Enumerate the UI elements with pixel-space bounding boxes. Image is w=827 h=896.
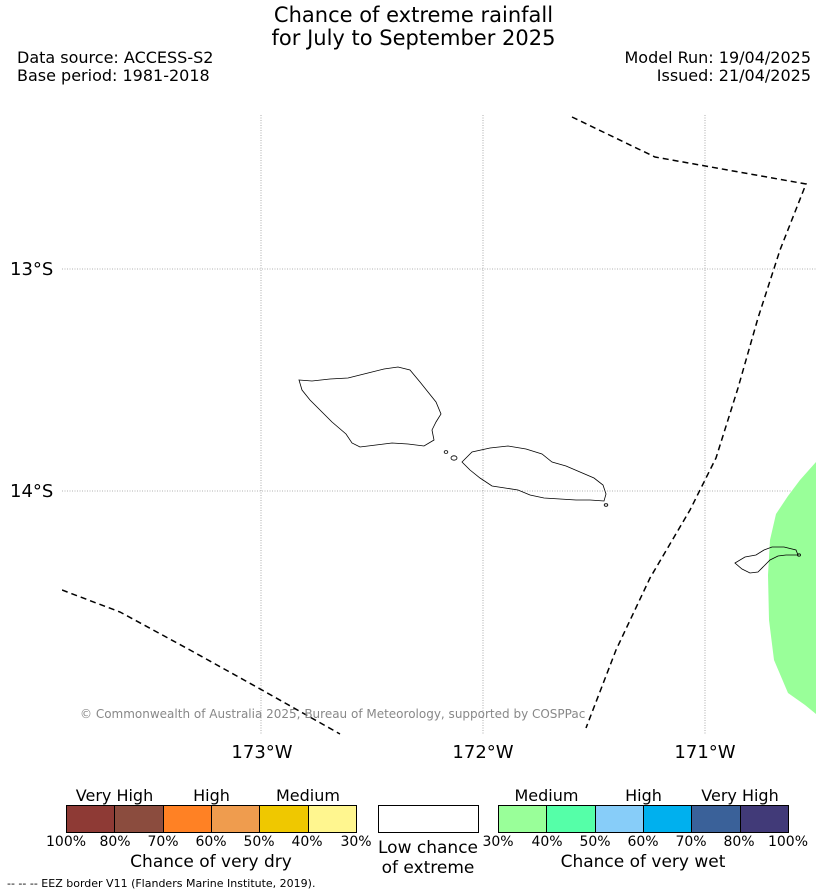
eez-border bbox=[571, 116, 808, 729]
nuutele-islet bbox=[603, 503, 609, 507]
base-period: Base period: 1981-2018 bbox=[17, 66, 210, 85]
manono-islet bbox=[450, 455, 458, 461]
eez-border-note: -- -- -- EEZ border V11 (Flanders Marine… bbox=[7, 877, 316, 890]
wet-caption: Chance of very wet bbox=[560, 852, 726, 872]
wet-swatch-50-60 bbox=[595, 806, 644, 832]
graticule bbox=[62, 115, 816, 735]
dry-swatch-60-50 bbox=[211, 806, 261, 832]
wet-swatch-40-50 bbox=[547, 806, 596, 832]
wet-category-very-high: Very High bbox=[701, 786, 779, 805]
low-chance-caption-line1: Low chance bbox=[378, 838, 478, 858]
map-canvas: © Commonwealth of Australia 2025, Bureau… bbox=[10, 115, 816, 763]
wet-tick-70: 70% bbox=[675, 834, 707, 850]
apolima-islet bbox=[443, 450, 449, 454]
dry-tick-100: 100% bbox=[46, 834, 87, 850]
lat-label-14s: 14°S bbox=[10, 481, 53, 502]
low-chance-caption-line2: of extreme bbox=[381, 858, 475, 878]
wet-swatch-80-100 bbox=[740, 806, 788, 832]
lon-label-172w: 172°W bbox=[452, 742, 513, 763]
wet-swatch-70-80 bbox=[692, 806, 741, 832]
dry-tick-80: 80% bbox=[99, 834, 131, 850]
wet-tick-80: 80% bbox=[723, 834, 755, 850]
wet-category-high: High bbox=[625, 786, 662, 805]
savaii-island bbox=[298, 366, 442, 448]
dry-tick-40: 40% bbox=[291, 834, 323, 850]
wet-colorbar bbox=[498, 805, 789, 833]
wet-swatch-30-40 bbox=[499, 806, 548, 832]
dry-colorbar bbox=[66, 805, 357, 833]
dry-category-high: High bbox=[193, 786, 230, 805]
lon-label-171w: 171°W bbox=[674, 742, 735, 763]
map-title-line1: Chance of extreme rainfall bbox=[273, 3, 554, 27]
wet-category-medium: Medium bbox=[514, 786, 579, 805]
tutuila-island bbox=[734, 546, 799, 574]
dry-tick-30: 30% bbox=[340, 834, 372, 850]
wet-tick-100: 100% bbox=[767, 834, 809, 850]
upolu-island bbox=[461, 445, 607, 502]
wet-swatch-60-70 bbox=[643, 806, 693, 832]
dry-swatch-80-70 bbox=[115, 806, 164, 832]
eez-border-west bbox=[62, 589, 341, 735]
aunuu-islet bbox=[797, 553, 801, 557]
lon-label-173w: 173°W bbox=[231, 742, 292, 763]
dry-swatch-40-30 bbox=[308, 806, 356, 832]
dry-caption: Chance of very dry bbox=[130, 852, 292, 872]
model-run: Model Run: 19/04/2025 bbox=[624, 48, 812, 67]
wet-medium-area bbox=[768, 462, 816, 714]
data-source: Data source: ACCESS-S2 bbox=[17, 48, 214, 67]
dry-tick-50: 50% bbox=[243, 834, 275, 850]
wet-tick-60: 60% bbox=[627, 834, 659, 850]
dry-category-very-high: Very High bbox=[75, 786, 154, 805]
issued-date: Issued: 21/04/2025 bbox=[656, 66, 811, 85]
dry-swatch-50-40 bbox=[260, 806, 309, 832]
low-chance-swatch bbox=[378, 805, 479, 833]
lat-label-13s: 13°S bbox=[10, 259, 53, 280]
wet-tick-30: 30% bbox=[482, 834, 514, 850]
dry-category-medium: Medium bbox=[276, 786, 340, 805]
copyright-notice: © Commonwealth of Australia 2025, Bureau… bbox=[80, 707, 585, 721]
dry-tick-60: 60% bbox=[195, 834, 227, 850]
dry-swatch-100-80 bbox=[67, 806, 116, 832]
wet-tick-50: 50% bbox=[579, 834, 611, 850]
wet-tick-40: 40% bbox=[531, 834, 563, 850]
map-title-line2: for July to September 2025 bbox=[271, 26, 556, 50]
dry-swatch-70-60 bbox=[163, 806, 212, 832]
dry-tick-70: 70% bbox=[147, 834, 179, 850]
